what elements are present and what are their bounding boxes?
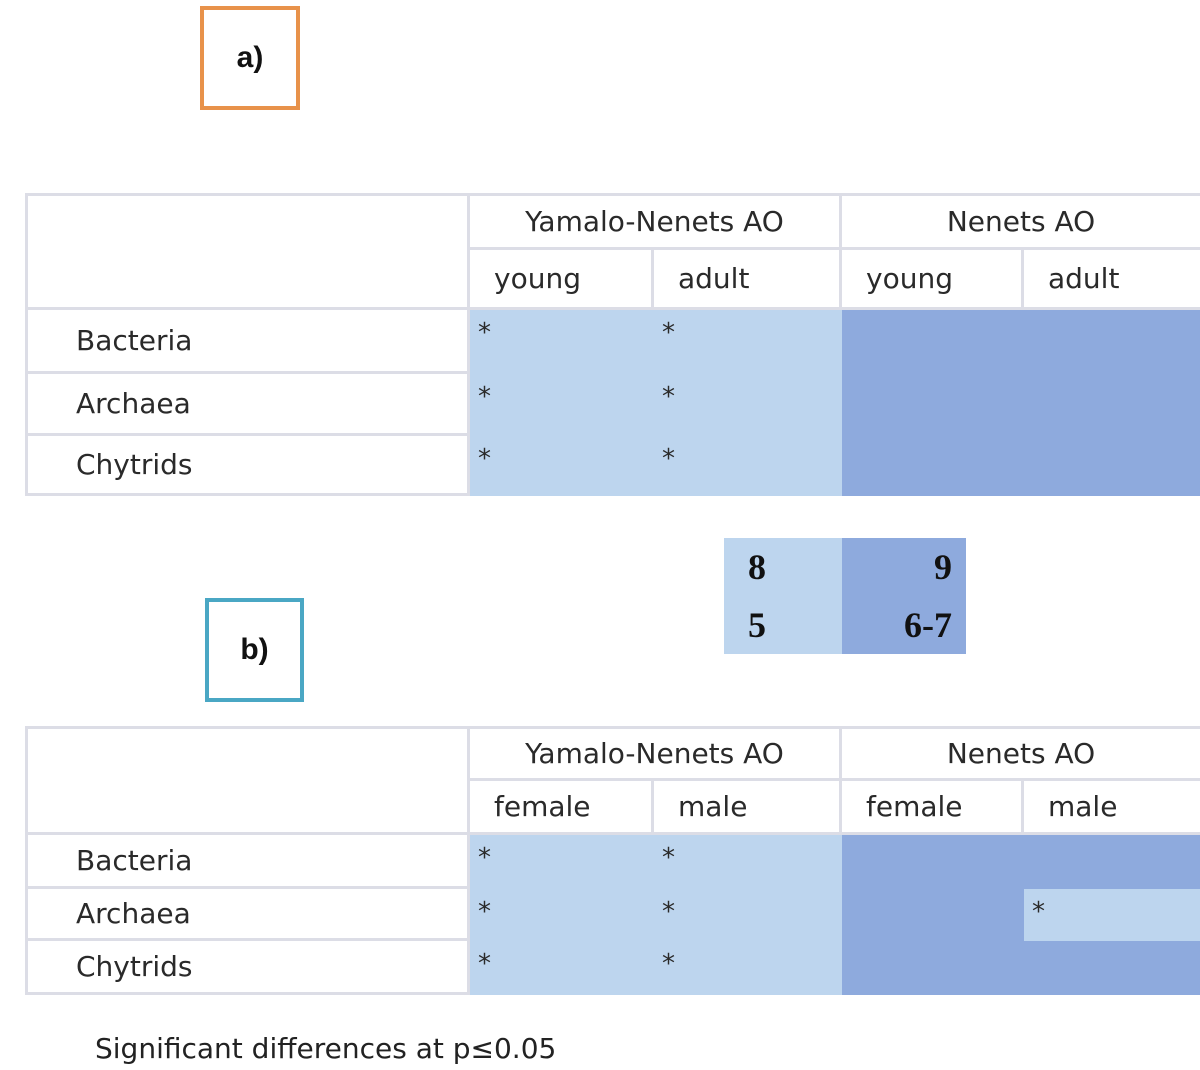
panel-b-table: Yamalo-Nenets AO Nenets AO female male f… (25, 726, 1200, 995)
sub-header: male (651, 778, 842, 835)
significance-cell: * (651, 832, 842, 889)
sub-header: female (467, 778, 654, 835)
significance-cell (1021, 433, 1200, 496)
sub-header: male (1021, 778, 1200, 835)
group-header-yamalo: Yamalo-Nenets AO (467, 726, 842, 781)
sub-header: female (839, 778, 1024, 835)
row-label-archaea: Archaea (25, 886, 470, 941)
legend-light-bottom: 5 (724, 596, 842, 654)
panel-a-table: Yamalo-Nenets AO Nenets AO young adult y… (25, 193, 1200, 496)
corner-cell (25, 726, 470, 835)
corner-cell (25, 193, 470, 310)
color-legend: 8 9 5 6-7 (724, 538, 966, 654)
sub-header: young (839, 247, 1024, 310)
significance-cell: * (467, 371, 654, 436)
significance-cell: * (651, 938, 842, 995)
legend-dark-bottom: 6-7 (842, 596, 966, 654)
significance-cell (1021, 371, 1200, 436)
group-header-nenets: Nenets AO (839, 726, 1200, 781)
footnote: Significant differences at p≤0.05 (95, 1032, 557, 1065)
significance-cell (839, 307, 1024, 374)
significance-cell: * (467, 832, 654, 889)
legend-light-top: 8 (724, 538, 842, 596)
sub-header: young (467, 247, 654, 310)
row-label-chytrids: Chytrids (25, 938, 470, 995)
significance-cell (1021, 832, 1200, 889)
group-header-nenets: Nenets AO (839, 193, 1200, 250)
panel-a-label: a) (200, 6, 300, 110)
significance-cell: * (651, 433, 842, 496)
sub-header: adult (1021, 247, 1200, 310)
significance-cell: * (651, 886, 842, 941)
significance-cell (839, 371, 1024, 436)
significance-cell (1021, 938, 1200, 995)
significance-cell (839, 433, 1024, 496)
sub-header: adult (651, 247, 842, 310)
significance-cell (1021, 307, 1200, 374)
row-label-archaea: Archaea (25, 371, 470, 436)
row-label-bacteria: Bacteria (25, 307, 470, 374)
significance-cell (839, 886, 1024, 941)
legend-dark-top: 9 (842, 538, 966, 596)
significance-cell: * (467, 938, 654, 995)
significance-cell: * (651, 307, 842, 374)
significance-cell (839, 832, 1024, 889)
significance-cell (839, 938, 1024, 995)
significance-cell: * (467, 886, 654, 941)
row-label-bacteria: Bacteria (25, 832, 470, 889)
row-label-chytrids: Chytrids (25, 433, 470, 496)
group-header-yamalo: Yamalo-Nenets AO (467, 193, 842, 250)
significance-cell: * (1021, 886, 1200, 941)
significance-cell: * (467, 307, 654, 374)
panel-b-label: b) (205, 598, 304, 702)
significance-cell: * (651, 371, 842, 436)
significance-cell: * (467, 433, 654, 496)
